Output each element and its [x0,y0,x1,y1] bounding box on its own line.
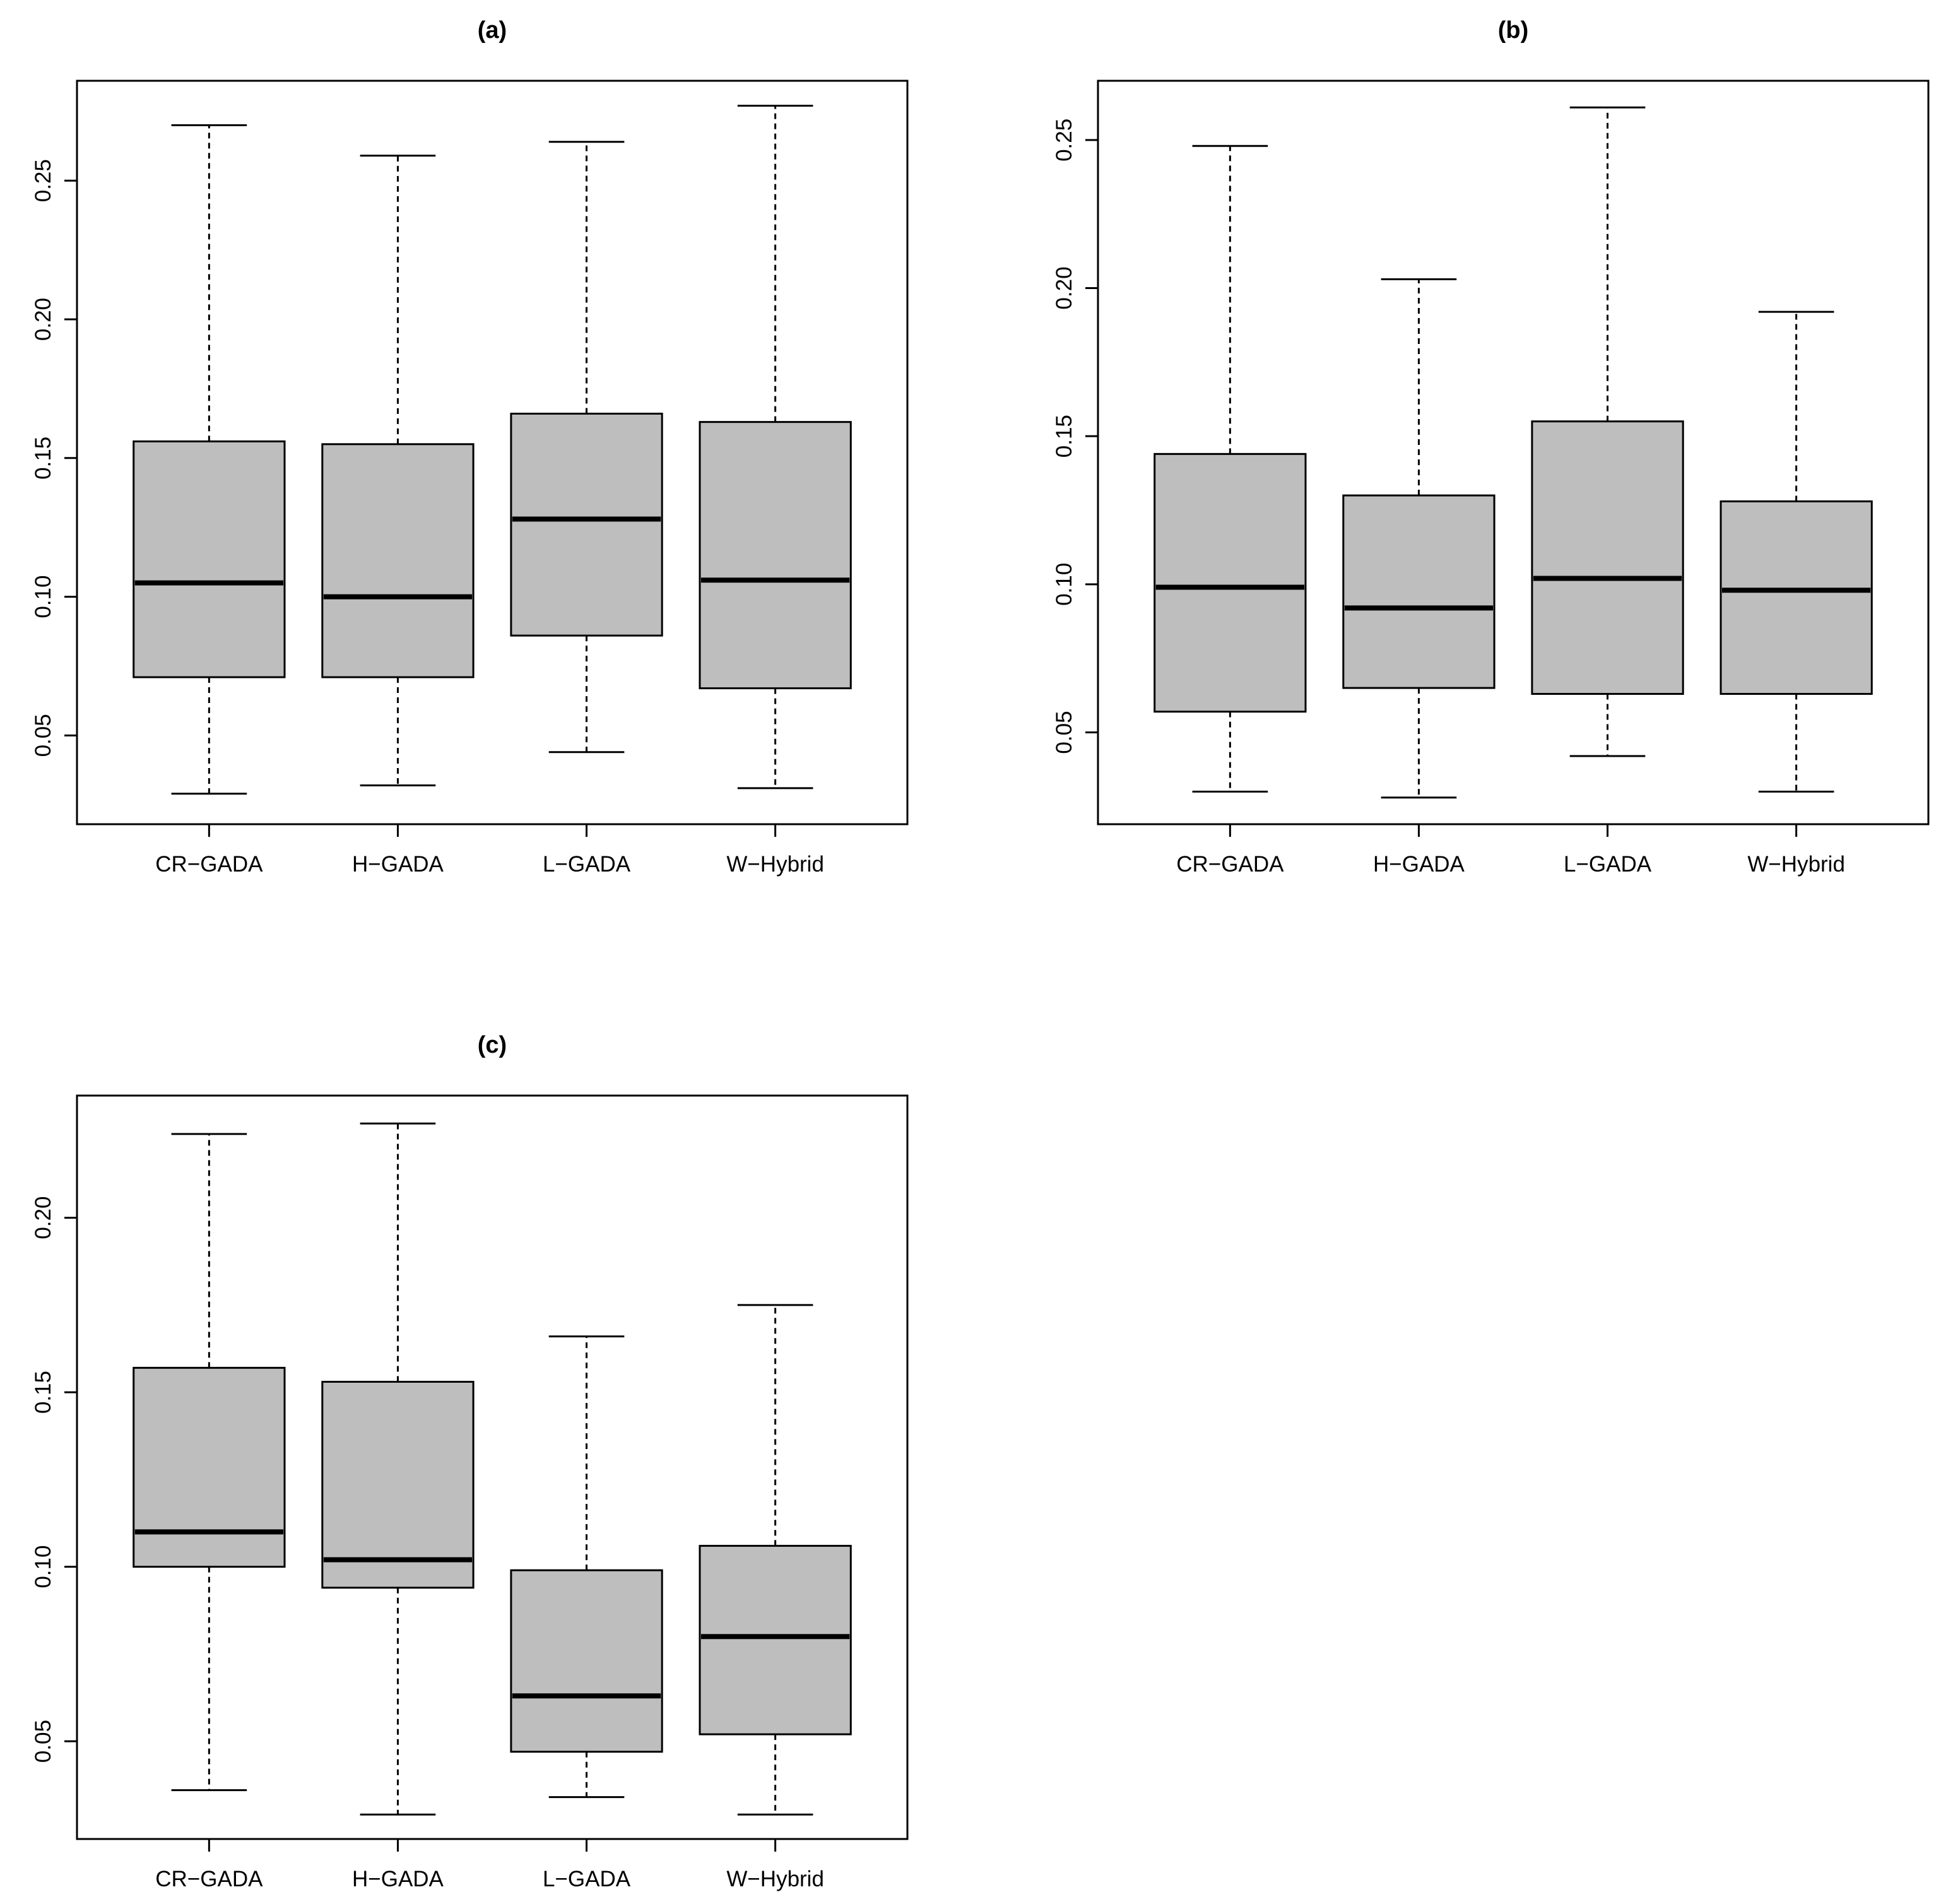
box-2 [321,1122,475,1816]
y-tick-label: 0.05 [31,714,56,757]
iqr-box [699,421,852,690]
x-tick-label: L−GADA [1564,852,1652,877]
x-tick-label: H−GADA [352,1867,444,1891]
y-tick-label: 0.20 [31,298,56,341]
plot-frame [1097,80,1930,825]
y-tick-label: 0.15 [1052,415,1077,458]
panel-c: (c) 0.05 0.10 0.15 0.20 CR−GADA H−GADA L−GADA W−… [31,1032,909,1891]
panel-title: (b) [1498,17,1529,44]
x-tick-label: W−Hybrid [726,1867,824,1891]
iqr-box [133,1366,286,1568]
x-tick-label: L−GADA [543,1867,631,1891]
iqr-box [1720,500,1873,695]
x-tick-label: L−GADA [543,852,631,877]
box-4 [699,1304,852,1816]
y-tick-label: 0.05 [1052,711,1077,754]
box-1 [133,124,286,795]
y-tick-label: 0.10 [31,1546,56,1588]
y-tick-label: 0.15 [31,437,56,480]
y-tick-label: 0.20 [1052,266,1077,309]
box-1 [133,1133,286,1792]
box-2 [1342,278,1496,799]
y-tick-label: 0.10 [1052,563,1077,606]
iqr-box [1342,494,1496,689]
x-tick-label: H−GADA [352,852,444,877]
box-4 [1720,310,1873,793]
y-tick-label: 0.05 [31,1720,56,1763]
y-tick-label: 0.20 [31,1197,56,1239]
iqr-box [510,1569,663,1753]
iqr-box [1531,420,1684,695]
iqr-box [321,1381,475,1589]
panel-b: (b) 0.05 0.10 0.15 0.20 0.25 CR−GADA H−GADA L−GA… [1052,17,1930,877]
box-3 [1531,106,1684,757]
x-tick-label: W−Hybrid [726,852,824,877]
plot-frame [76,1094,909,1840]
iqr-box [133,440,286,678]
y-tick-label: 0.10 [31,576,56,618]
panel-a: (a) 0.05 0.10 0.15 0.20 0.25 CR−GADA H−GADA L−GA… [31,17,909,877]
y-tick-label: 0.25 [1052,119,1077,162]
x-tick-label: CR−GADA [155,852,263,877]
iqr-box [510,412,663,637]
panel-title: (a) [478,17,507,44]
y-tick-label: 0.15 [31,1371,56,1414]
iqr-box [699,1544,852,1735]
x-tick-label: CR−GADA [1176,852,1284,877]
x-tick-label: W−Hybrid [1747,852,1845,877]
plot-frame [76,80,909,825]
box-3 [510,141,663,754]
x-tick-label: H−GADA [1373,852,1465,877]
x-tick-label: CR−GADA [155,1867,263,1891]
box-2 [321,155,475,786]
panel-title: (c) [478,1032,507,1058]
box-3 [510,1335,663,1799]
iqr-box [321,443,475,678]
box-4 [699,105,852,789]
box-1 [1153,145,1307,793]
iqr-box [1153,452,1307,713]
y-tick-label: 0.25 [31,159,56,202]
